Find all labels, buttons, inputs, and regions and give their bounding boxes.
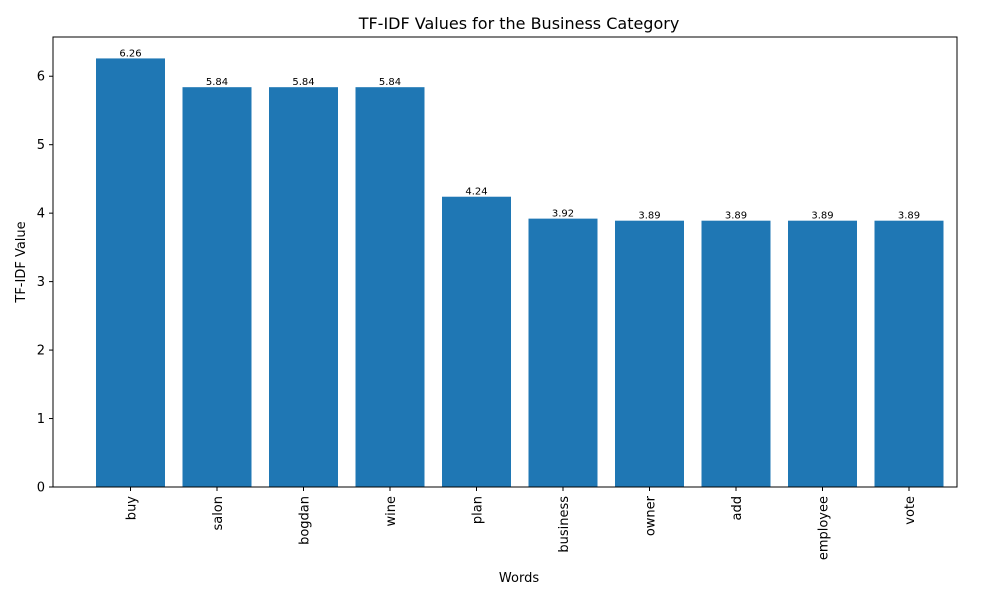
bar-buy xyxy=(96,58,165,488)
y-tick-label-6: 6 xyxy=(37,70,45,85)
value-label-plan: 4.24 xyxy=(465,187,487,198)
y-tick-label-0: 0 xyxy=(37,481,45,496)
value-label-salon: 5.84 xyxy=(206,77,228,88)
bar-vote xyxy=(874,220,944,488)
bar-business xyxy=(528,218,598,487)
y-tick-label-5: 5 xyxy=(37,138,45,153)
x-tick-label-bogdan: bogdan xyxy=(298,496,313,545)
x-tick-label-buy: buy xyxy=(125,496,140,520)
value-label-employee: 3.89 xyxy=(811,211,833,222)
value-label-buy: 6.26 xyxy=(119,48,141,59)
y-tick-label-2: 2 xyxy=(37,344,45,359)
value-label-add: 3.89 xyxy=(725,211,747,222)
x-tick-label-employee: employee xyxy=(817,496,832,560)
bar-owner xyxy=(615,220,684,488)
plot-frame xyxy=(52,36,958,488)
y-tick-label-4: 4 xyxy=(37,207,45,222)
y-axis: 0 1 2 3 4 5 6 xyxy=(37,70,53,496)
chart-title: TF-IDF Values for the Business Category xyxy=(358,14,680,33)
value-label-bogdan: 5.84 xyxy=(292,77,314,88)
x-axis: buy salon bogdan wine plan business owner add em… xyxy=(125,487,918,560)
bars-layer xyxy=(96,58,944,488)
y-axis-label: TF-IDF Value xyxy=(14,221,29,303)
bar-salon xyxy=(182,87,252,488)
x-tick-label-plan: plan xyxy=(471,496,486,524)
value-label-wine: 5.84 xyxy=(379,77,401,88)
bar-add xyxy=(701,220,771,488)
bar-plan xyxy=(442,196,511,487)
x-tick-label-vote: vote xyxy=(903,496,918,525)
y-tick-label-3: 3 xyxy=(37,275,45,290)
value-labels-layer: 6.26 5.84 5.84 5.84 4.24 3.92 3.89 3.89 3.89 3.89 xyxy=(119,48,920,221)
x-tick-label-owner: owner xyxy=(644,495,659,536)
bar-employee xyxy=(788,220,857,488)
bar-wine xyxy=(355,87,425,488)
x-tick-label-salon: salon xyxy=(211,496,226,531)
y-tick-label-1: 1 xyxy=(37,412,45,427)
value-label-owner: 3.89 xyxy=(638,211,660,222)
x-tick-label-wine: wine xyxy=(384,496,399,526)
value-label-business: 3.92 xyxy=(552,209,574,220)
x-tick-label-business: business xyxy=(557,496,572,553)
x-tick-label-add: add xyxy=(730,496,745,520)
bar-bogdan xyxy=(269,87,338,488)
value-label-vote: 3.89 xyxy=(898,211,920,222)
x-axis-label: Words xyxy=(499,571,539,586)
